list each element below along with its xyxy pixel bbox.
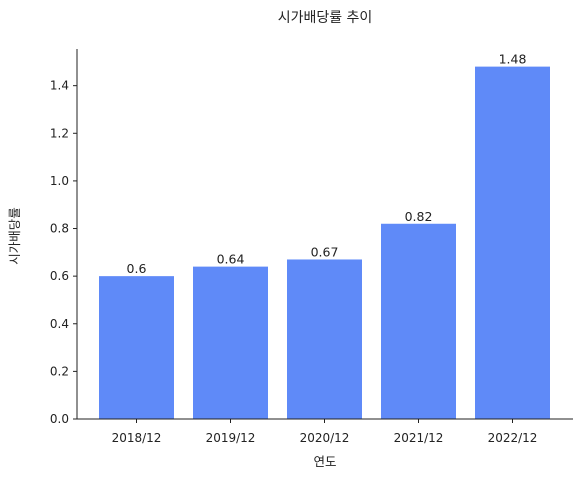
x-axis-label: 연도 [313,454,336,469]
x-tick-label: 2019/12 [206,431,256,445]
y-tick-label: 0.8 [50,222,69,236]
bar-2022-12 [475,66,550,419]
x-tick-label: 2018/12 [112,431,162,445]
x-tick-label: 2021/12 [394,431,444,445]
y-tick-label: 0.6 [50,269,69,283]
data-label: 0.6 [127,261,147,276]
bar-2020-12 [287,259,362,419]
y-tick-label: 0.4 [50,317,69,331]
data-label: 0.67 [311,244,339,259]
x-tick-label: 2022/12 [488,431,538,445]
y-tick-label: 0.0 [50,412,69,426]
y-tick-label: 1.0 [50,174,69,188]
data-labels-group: 0.6 0.64 0.67 0.82 1.48 [127,52,527,277]
x-tick-label: 2020/12 [300,431,350,445]
bar-2018-12 [99,276,174,419]
y-tick-label: 0.2 [50,364,69,378]
bar-2021-12 [381,223,456,419]
y-tick-label: 1.2 [50,126,69,140]
y-axis-ticks: 0.0 0.2 0.4 0.6 0.8 1.0 1.2 1.4 [50,79,77,426]
data-label: 0.82 [405,209,433,224]
x-axis-ticks: 2018/12 2019/12 2020/12 2021/12 2022/12 [112,419,538,445]
bar-2019-12 [193,266,268,419]
bars-group [99,66,550,419]
y-axis-label: 시가배당률 [7,207,22,265]
data-label: 1.48 [499,52,527,67]
data-label: 0.64 [217,252,245,267]
chart-title: 시가배당률 추이 [278,10,373,26]
y-tick-label: 1.4 [50,79,69,93]
